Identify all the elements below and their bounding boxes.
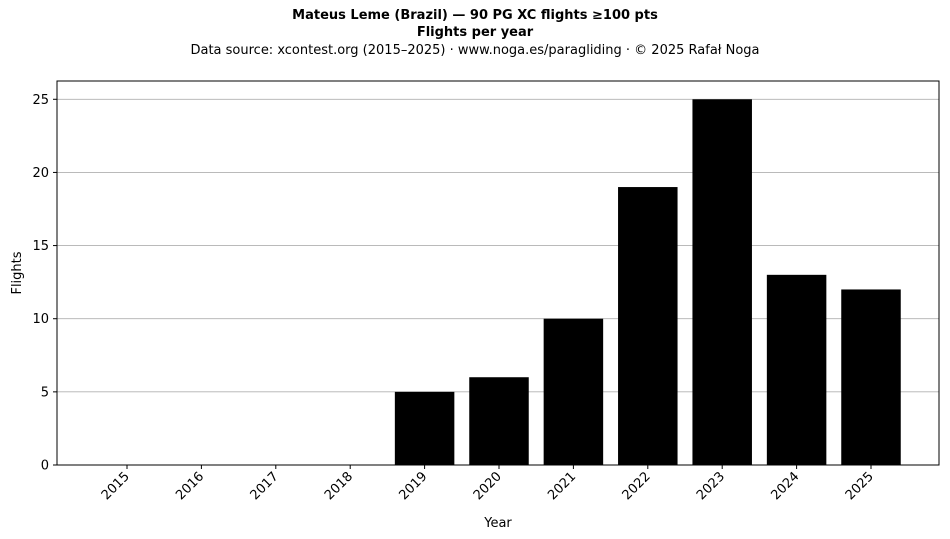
data-source-note: Data source: xcontest.org (2015–2025) · …	[190, 43, 760, 58]
y-tick-label: 20	[32, 166, 49, 181]
bar-2020	[469, 377, 529, 465]
x-tick-label: 2021	[545, 469, 579, 503]
x-tick-label: 2018	[322, 469, 356, 503]
bar-2023	[692, 99, 752, 466]
x-tick-label: 2017	[248, 469, 282, 503]
x-tick-label: 2023	[694, 469, 728, 503]
x-tick-label: 2015	[99, 469, 133, 503]
chart-title: Mateus Leme (Brazil) — 90 PG XC flights …	[292, 8, 658, 23]
y-tick-label: 0	[41, 459, 49, 474]
x-tick-label: 2025	[843, 469, 877, 503]
y-tick-label: 25	[32, 93, 49, 108]
x-axis-label: Year	[483, 516, 512, 531]
y-tick-label: 10	[32, 312, 49, 327]
chart-subtitle: Flights per year	[416, 25, 534, 40]
plot-frame	[56, 80, 940, 466]
x-tick-label: 2020	[471, 469, 505, 503]
y-axis-label: Flights	[10, 251, 25, 294]
x-tick-label: 2022	[620, 469, 654, 503]
x-tick-label: 2024	[768, 469, 802, 503]
y-tick-label: 15	[32, 239, 49, 254]
bars	[394, 99, 901, 466]
bar-2019	[394, 391, 455, 465]
y-tick-label: 5	[41, 385, 49, 400]
bar-2025	[841, 289, 901, 465]
bar-2024	[766, 274, 827, 465]
x-tick-label: 2019	[396, 469, 430, 503]
bar-2022	[618, 187, 678, 466]
x-tick-label: 2016	[173, 469, 207, 503]
bar-2021	[543, 318, 604, 465]
